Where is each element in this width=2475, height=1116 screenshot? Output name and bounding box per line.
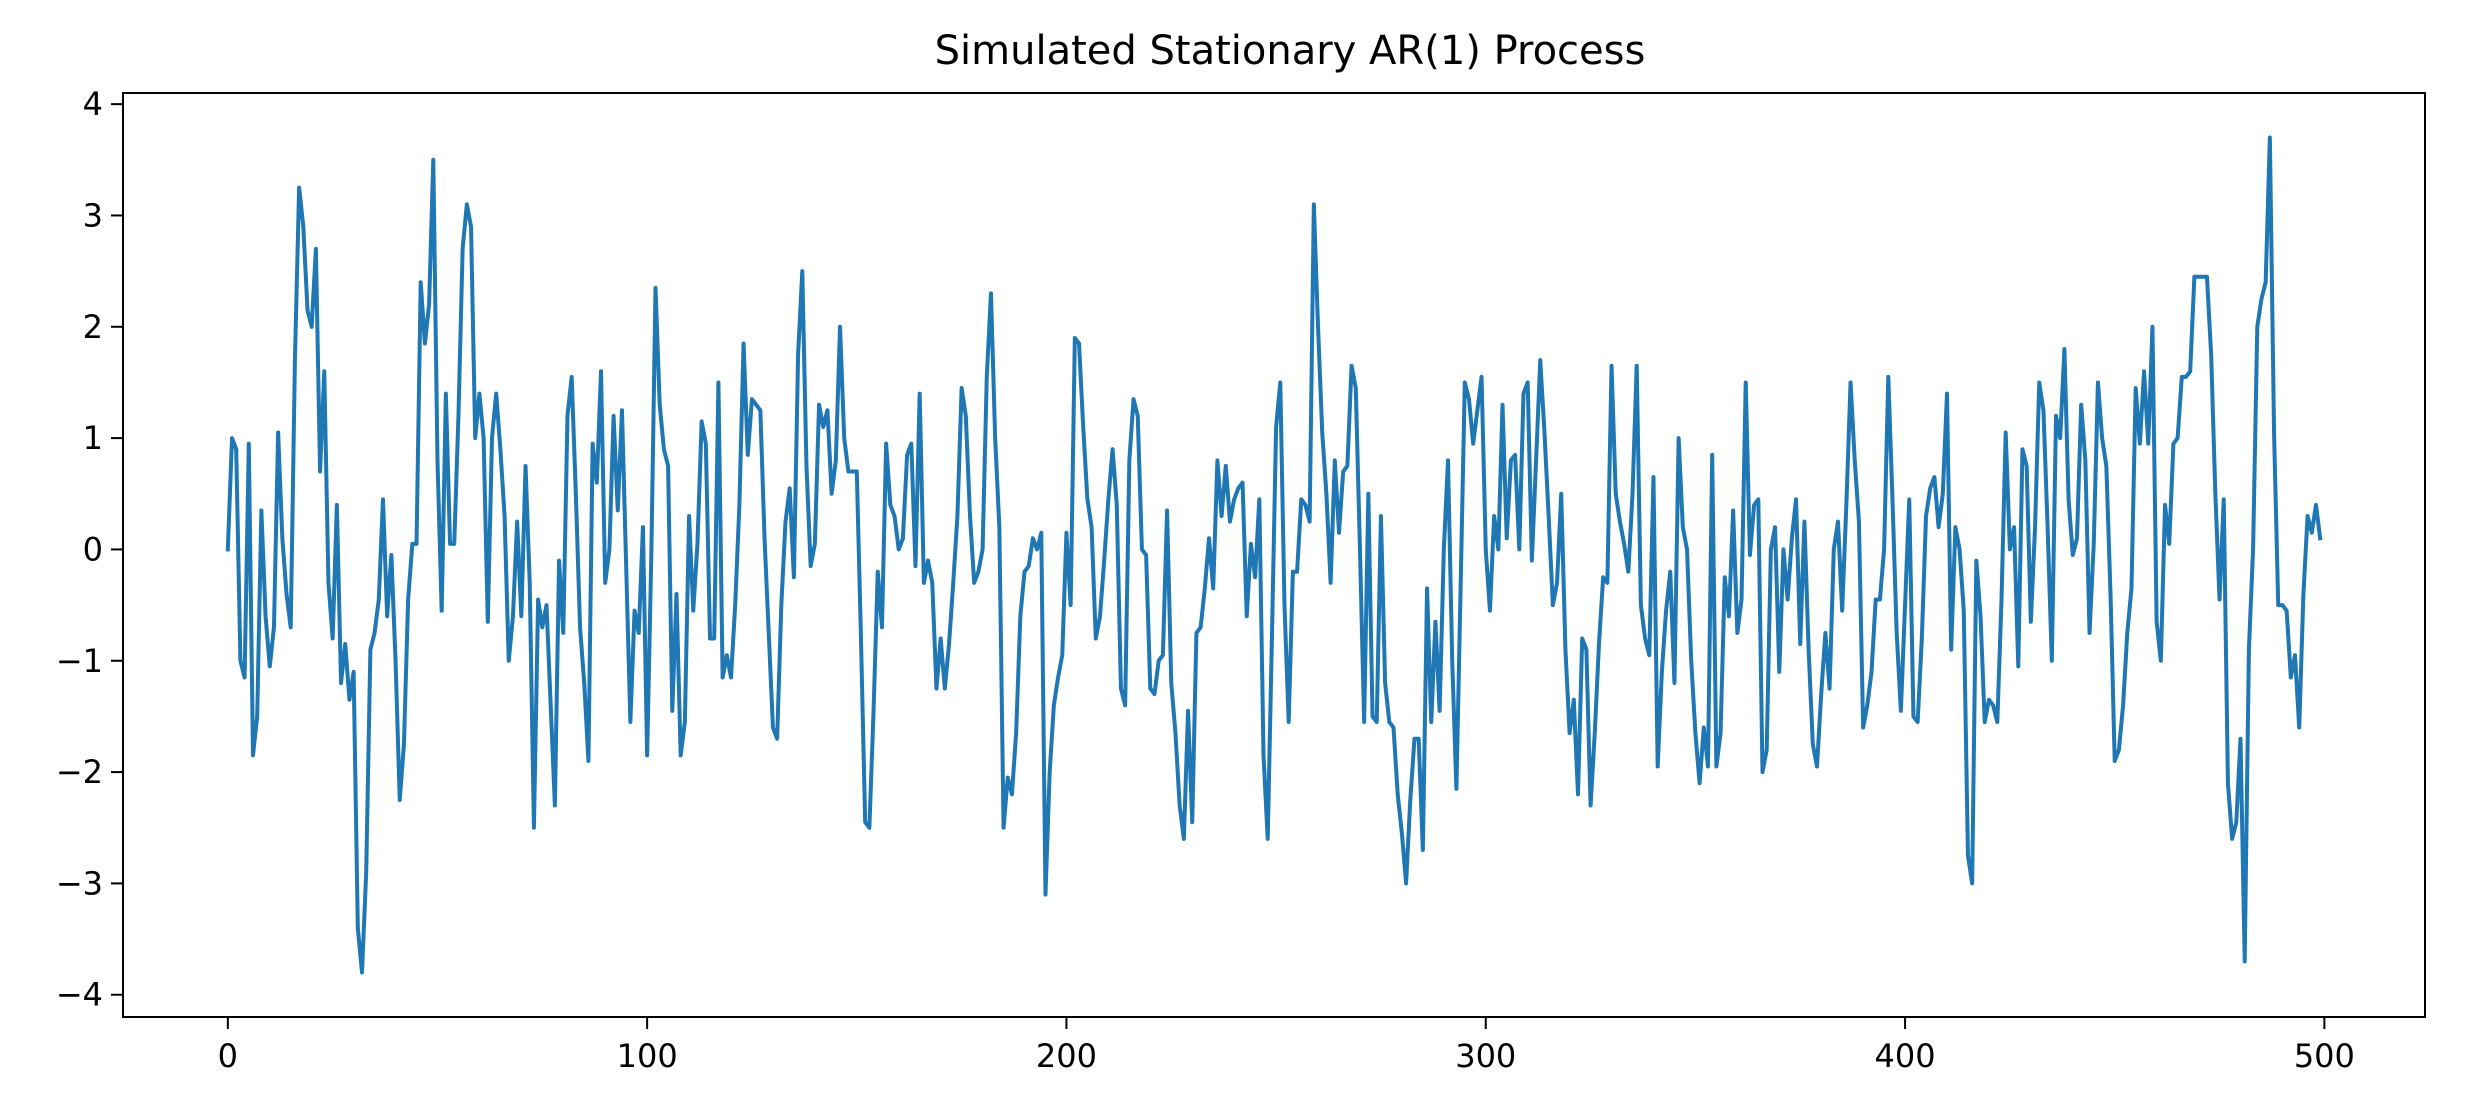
y-tick-label: −4 <box>56 976 103 1014</box>
y-tick-label: 0 <box>83 530 103 568</box>
series-line-0 <box>225 135 2323 975</box>
y-tick-label: −1 <box>56 642 103 680</box>
y-tick-label: 4 <box>83 85 103 123</box>
x-tick-label: 400 <box>1875 1037 1936 1075</box>
plot-area-frame <box>122 92 2426 1018</box>
y-tick-label: 2 <box>83 308 103 346</box>
series-layer <box>225 135 2323 975</box>
y-tick-label: 3 <box>83 196 103 234</box>
x-tick-label: 0 <box>218 1037 238 1075</box>
y-tick-label: 1 <box>83 419 103 457</box>
x-tick-label: 300 <box>1455 1037 1516 1075</box>
y-tick-label: −2 <box>56 753 103 791</box>
x-tick-label: 500 <box>2294 1037 2355 1075</box>
y-tick-label: −3 <box>56 864 103 902</box>
chart-title: Simulated Stationary AR(1) Process <box>935 28 1646 74</box>
y-axis: 4 3 2 1 0 −1 −2 −3 −4 <box>56 85 123 1014</box>
x-axis: 0 100 200 300 400 500 <box>218 1017 2355 1075</box>
x-tick-label: 200 <box>1036 1037 1097 1075</box>
x-tick-label: 100 <box>617 1037 678 1075</box>
